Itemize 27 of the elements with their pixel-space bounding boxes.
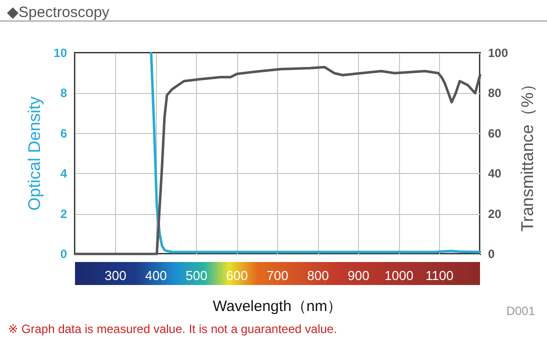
y-tick-label: 8 — [60, 86, 68, 100]
y-tick-label: 10 — [54, 46, 68, 60]
y-tick-label: 2 — [60, 206, 68, 221]
x-tick-label: 900 — [348, 268, 370, 283]
y-tick-label: 0 — [60, 247, 68, 261]
x-tick-label: 600 — [226, 268, 248, 283]
x-tick-label: 800 — [307, 268, 329, 283]
y-tick-label: 6 — [60, 126, 68, 140]
y2-tick-label: 60 — [488, 126, 502, 140]
y2-tick-label: 100 — [488, 46, 508, 60]
y2-tick-label: 80 — [488, 86, 502, 100]
chart-title: ◆Spectroscopy — [7, 4, 110, 21]
y2-tick-label: 40 — [488, 166, 502, 181]
x-tick-label: 500 — [186, 268, 208, 283]
y2-axis-title: Transmittance（%） — [518, 75, 537, 232]
x-tick-label: 1000 — [384, 268, 414, 283]
y-tick-label: 4 — [60, 166, 68, 181]
text: D001 — [506, 304, 536, 318]
y-axis-title: Optical Density — [24, 96, 44, 211]
text: ※ Graph data is measured value. It is not a guaranteed value. — [8, 322, 337, 336]
x-axis-title: Wavelength（nm） — [212, 298, 342, 315]
x-tick-label: 300 — [104, 268, 126, 283]
x-tick-label: 1100 — [426, 268, 454, 283]
y2-tick-label: 20 — [488, 206, 502, 221]
x-tick-label: 700 — [266, 268, 288, 283]
y2-tick-label: 0 — [488, 247, 495, 261]
x-tick-label: 400 — [145, 268, 167, 283]
